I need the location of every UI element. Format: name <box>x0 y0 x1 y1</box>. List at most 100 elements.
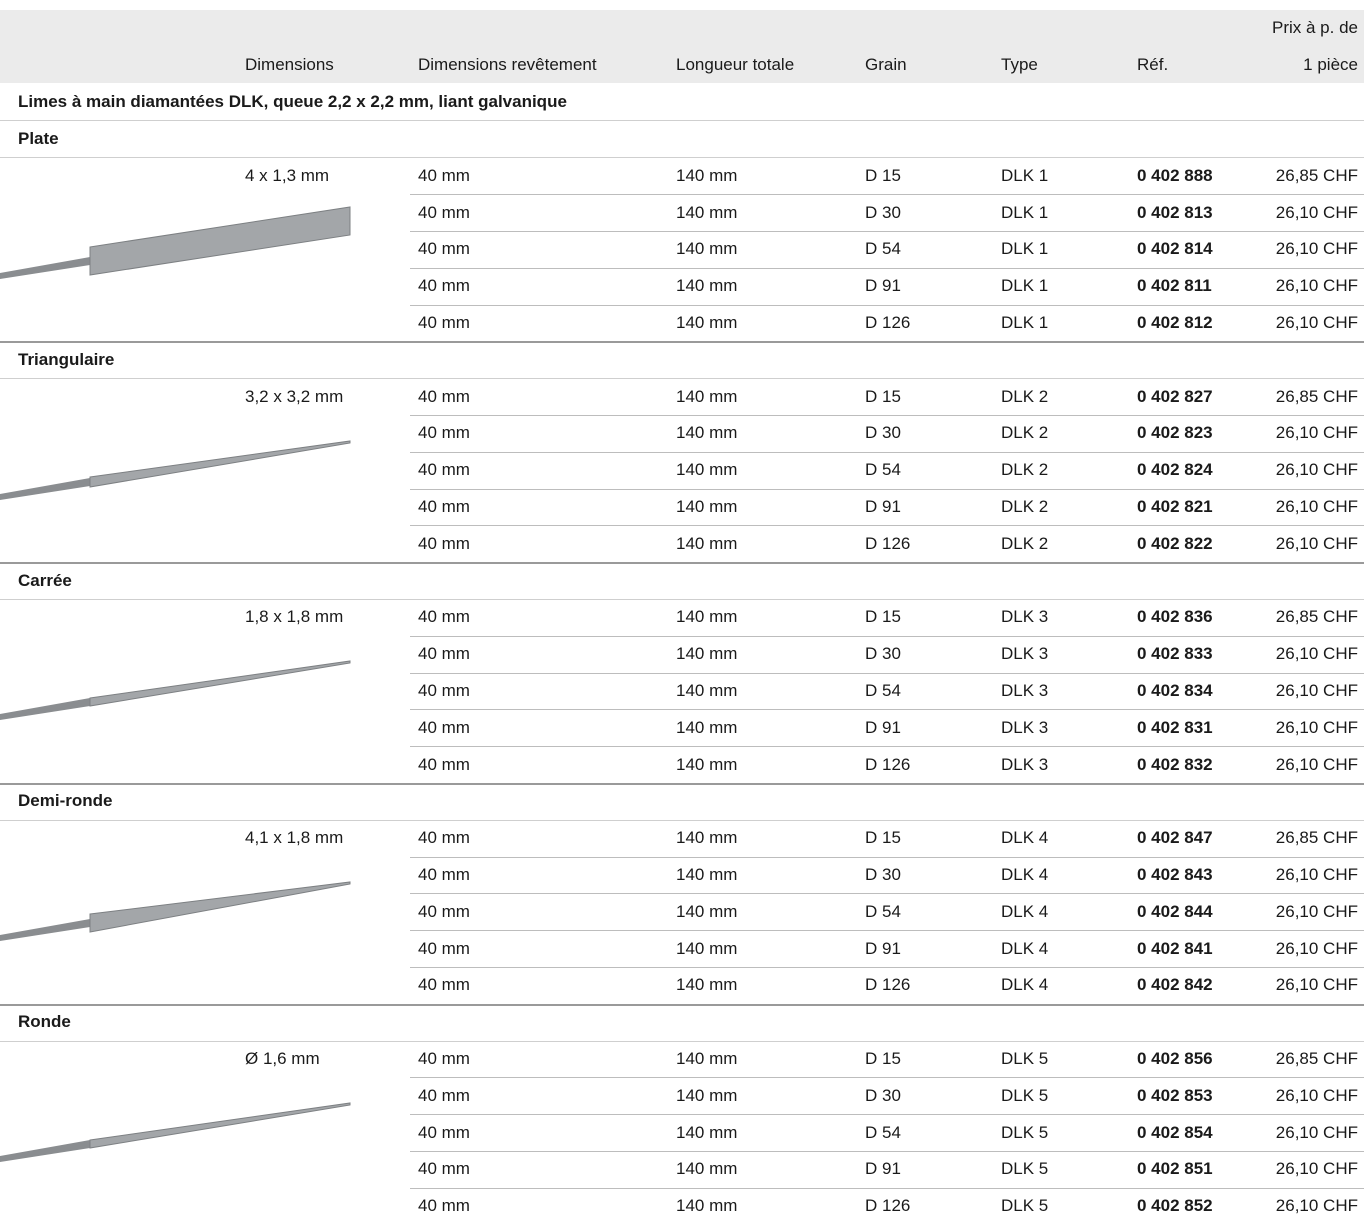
reference: 0 402 853 <box>1137 1085 1213 1105</box>
rule <box>410 304 1364 306</box>
rule <box>410 930 1364 932</box>
coating: 40 mm <box>418 423 470 443</box>
grain: D 15 <box>865 828 901 848</box>
reference: 0 402 827 <box>1137 386 1213 406</box>
rule <box>410 635 1364 637</box>
coating: 40 mm <box>418 938 470 958</box>
grain: D 30 <box>865 644 901 664</box>
coating: 40 mm <box>418 1049 470 1068</box>
coating: 40 mm <box>418 901 470 921</box>
reference: 0 402 851 <box>1137 1159 1213 1179</box>
reference: 0 402 842 <box>1137 975 1213 995</box>
group-name: Carrée <box>18 570 72 590</box>
price: 26,10 CHF <box>1275 1085 1358 1105</box>
column-header: Dimensions <box>245 55 334 74</box>
rule <box>410 893 1364 895</box>
reference: 0 402 821 <box>1137 497 1213 516</box>
length: 140 mm <box>676 202 738 222</box>
length: 140 mm <box>676 386 738 406</box>
type: DLK 4 <box>1001 938 1049 958</box>
type: DLK 3 <box>1001 607 1049 627</box>
price: 26,10 CHF <box>1275 754 1358 774</box>
coating: 40 mm <box>418 497 470 516</box>
price: 26,10 CHF <box>1275 497 1358 516</box>
grain: D 126 <box>865 1196 911 1216</box>
coating: 40 mm <box>418 717 470 737</box>
coating: 40 mm <box>418 1085 470 1105</box>
length: 140 mm <box>676 1049 738 1068</box>
coating: 40 mm <box>418 975 470 995</box>
coating: 40 mm <box>418 533 470 553</box>
coating: 40 mm <box>418 607 470 627</box>
reference: 0 402 822 <box>1137 533 1213 553</box>
coating: 40 mm <box>418 644 470 664</box>
type: DLK 3 <box>1001 681 1049 700</box>
type: DLK 2 <box>1001 497 1049 516</box>
type: DLK 5 <box>1001 1159 1049 1179</box>
length: 140 mm <box>676 533 738 553</box>
rule <box>0 157 1364 159</box>
grain: D 126 <box>865 313 911 332</box>
reference: 0 402 843 <box>1137 865 1213 884</box>
reference: 0 402 833 <box>1137 644 1213 664</box>
price: 26,10 CHF <box>1275 1159 1358 1179</box>
dimensions: Ø 1,6 mm <box>245 1049 320 1068</box>
reference: 0 402 834 <box>1137 681 1213 700</box>
length: 140 mm <box>676 828 738 848</box>
reference: 0 402 854 <box>1137 1122 1213 1142</box>
file-image <box>0 206 351 279</box>
price: 26,10 CHF <box>1275 717 1358 737</box>
price: 26,10 CHF <box>1275 276 1358 296</box>
grain: D 30 <box>865 423 901 443</box>
grain: D 126 <box>865 975 911 995</box>
type: DLK 1 <box>1001 313 1049 332</box>
column-header: 1 pièce <box>1303 55 1358 74</box>
grain: D 54 <box>865 1122 901 1142</box>
reference: 0 402 856 <box>1137 1049 1213 1068</box>
length: 140 mm <box>676 497 738 516</box>
grain: D 91 <box>865 1159 901 1179</box>
reference: 0 402 844 <box>1137 901 1213 921</box>
rule <box>410 415 1364 416</box>
length: 140 mm <box>676 975 738 995</box>
length: 140 mm <box>676 239 738 259</box>
file-image <box>0 881 351 942</box>
file-image <box>0 660 351 721</box>
price: 26,10 CHF <box>1275 460 1358 480</box>
type: DLK 3 <box>1001 717 1049 737</box>
price: 26,85 CHF <box>1275 386 1358 406</box>
type: DLK 5 <box>1001 1122 1049 1142</box>
grain: D 91 <box>865 497 901 516</box>
rule <box>410 746 1364 748</box>
header-band <box>0 10 1364 83</box>
rule <box>0 378 1364 380</box>
grain: D 54 <box>865 239 901 259</box>
column-header: Dimensions revêtement <box>418 55 597 74</box>
type: DLK 4 <box>1001 975 1049 995</box>
price: 26,10 CHF <box>1275 938 1358 958</box>
rule <box>410 231 1364 232</box>
coating: 40 mm <box>418 386 470 406</box>
price: 26,10 CHF <box>1275 865 1358 884</box>
length: 140 mm <box>676 754 738 774</box>
type: DLK 1 <box>1001 239 1049 259</box>
grain: D 54 <box>865 460 901 480</box>
file-image <box>0 1102 351 1162</box>
price: 26,10 CHF <box>1275 681 1358 700</box>
grain: D 30 <box>865 1085 901 1105</box>
coating: 40 mm <box>418 1196 470 1216</box>
length: 140 mm <box>676 681 738 700</box>
price: 26,85 CHF <box>1275 1049 1358 1068</box>
grain: D 15 <box>865 607 901 627</box>
type: DLK 5 <box>1001 1196 1049 1216</box>
price: 26,85 CHF <box>1275 607 1358 627</box>
length: 140 mm <box>676 165 738 185</box>
rule <box>0 783 1364 785</box>
rule <box>410 672 1364 674</box>
price: 26,10 CHF <box>1275 423 1358 443</box>
price: 26,10 CHF <box>1275 533 1358 553</box>
coating: 40 mm <box>418 865 470 884</box>
price: 26,10 CHF <box>1275 1196 1358 1216</box>
file-image <box>0 440 351 500</box>
grain: D 30 <box>865 865 901 884</box>
